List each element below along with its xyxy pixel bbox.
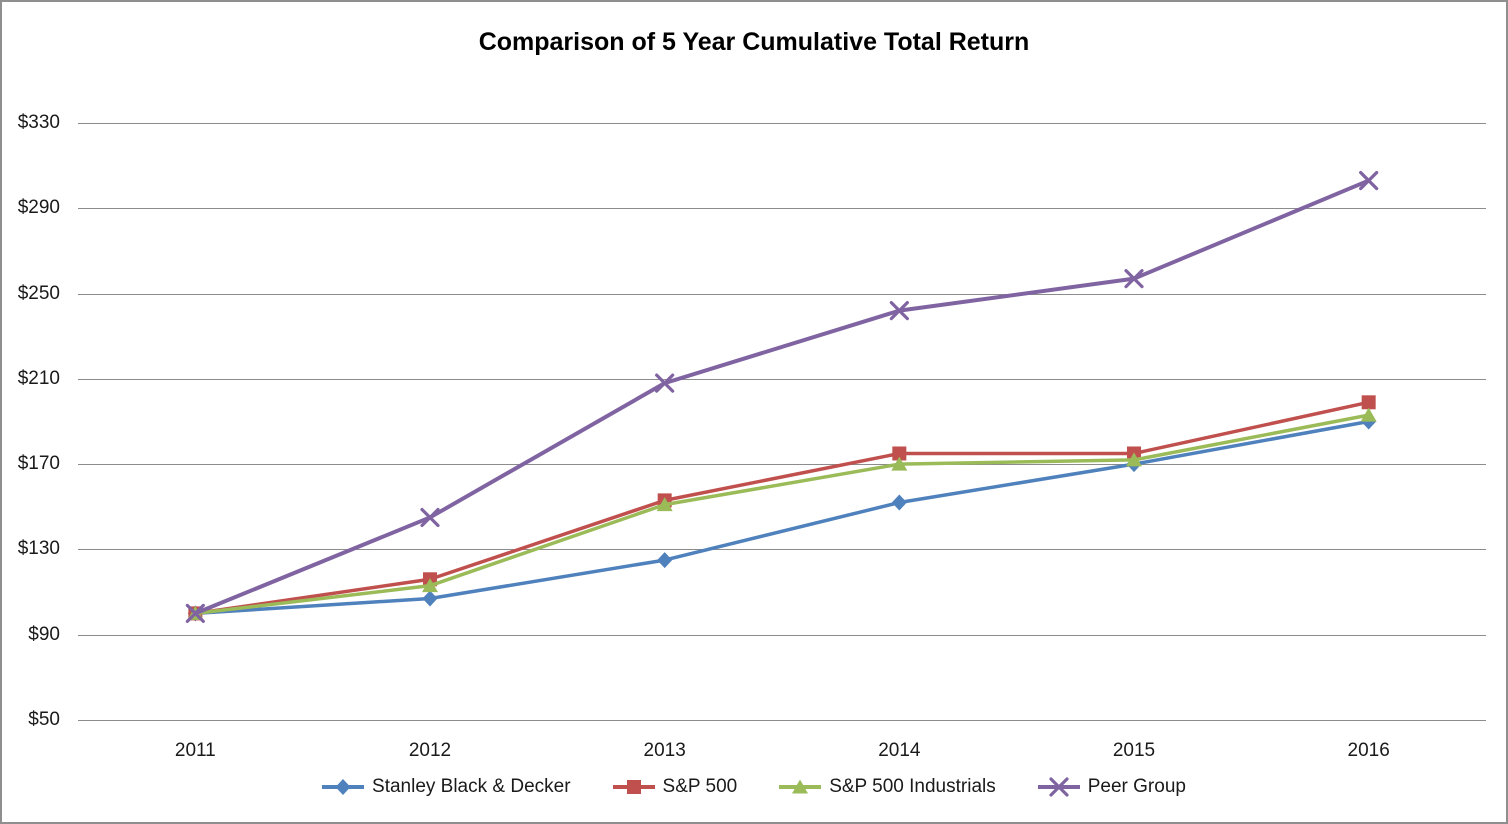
y-tick-label: $330 (17, 112, 60, 133)
x-tick-label: 2013 (643, 740, 686, 761)
diamond-marker-icon (422, 590, 438, 607)
y-tick-label: $170 (17, 453, 60, 475)
legend-item-stanley-black-and-decker: Stanley Black & Decker (322, 776, 571, 798)
triangle-marker-icon (656, 497, 673, 512)
y-tick-label: $50 (28, 709, 60, 730)
legend-marker-triangle-icon (779, 779, 822, 794)
triangle-marker-icon (1360, 407, 1377, 422)
x-marker-icon (420, 507, 440, 528)
legend-marker-square-icon (612, 780, 655, 794)
series-peer-group (185, 170, 1379, 623)
legend-item-peer-group: Peer Group (1037, 776, 1186, 798)
diamond-marker-icon (335, 779, 351, 795)
legend-label: S&P 500 (662, 776, 738, 797)
x-marker-icon (889, 301, 909, 321)
square-marker-icon (626, 780, 641, 794)
series-line-sandp-500 (193, 400, 1371, 616)
x-marker-icon (1049, 777, 1069, 797)
y-tick-label: $290 (17, 197, 60, 219)
legend-marker-diamond-icon (322, 779, 365, 795)
triangle-marker-icon (1126, 452, 1142, 467)
y-tick-label: $90 (28, 623, 60, 645)
x-marker-icon (1359, 170, 1379, 191)
x-marker-icon (655, 373, 675, 393)
x-tick-label: 2016 (1347, 740, 1390, 761)
gridlines (78, 123, 1486, 721)
series-line-stanley-black-and-decker (193, 419, 1371, 616)
legend-label: S&P 500 Industrials (829, 776, 996, 797)
legend-item-sandp-500-industrials: S&P 500 Industrials (779, 776, 996, 798)
y-tick-label: $250 (17, 282, 60, 304)
x-marker-icon (185, 603, 205, 623)
legend-marker-x-icon (1037, 777, 1080, 797)
triangle-marker-icon (891, 456, 908, 471)
x-tick-label: 2011 (174, 740, 216, 761)
x-marker-icon (1124, 269, 1144, 289)
chart-title: Comparison of 5 Year Cumulative Total Re… (478, 28, 1030, 56)
x-tick-label: 2012 (408, 740, 452, 761)
square-marker-icon (1361, 395, 1376, 410)
triangle-marker-icon (792, 779, 809, 794)
diamond-marker-icon (891, 494, 907, 511)
legend-label: Stanley Black & Decker (372, 776, 571, 797)
legend: Stanley Black & Decker S&P 500 S&P 500 Ind… (2, 776, 1506, 798)
legend-item-sandp-500: S&P 500 (612, 776, 738, 798)
x-tick-label: 2014 (878, 740, 921, 761)
y-tick-label: $210 (17, 367, 60, 389)
y-tick-label: $130 (17, 538, 60, 560)
series-sandp-500 (188, 395, 1376, 621)
triangle-marker-icon (422, 578, 438, 593)
series-line-sandp-500-industrials (193, 413, 1371, 616)
x-tick-label: 2015 (1112, 740, 1156, 761)
legend-label: Peer Group (1087, 776, 1186, 797)
series-line-peer-group (193, 178, 1371, 616)
diamond-marker-icon (657, 552, 673, 569)
square-marker-icon (892, 446, 907, 461)
